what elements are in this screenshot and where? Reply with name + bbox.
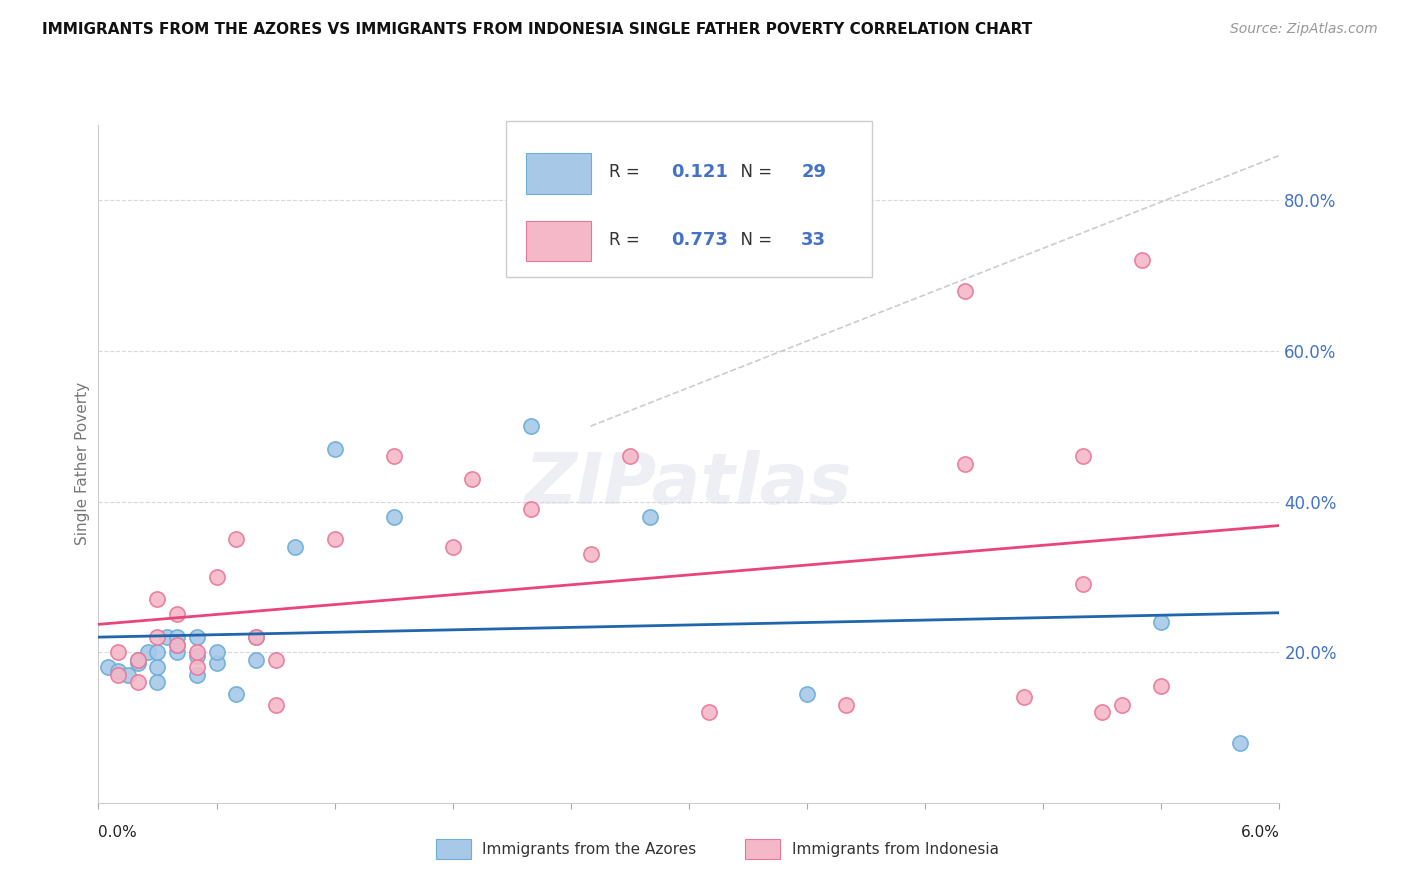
Point [697, 706, 720, 720]
Point [1111, 698, 1133, 712]
Point [382, 509, 405, 524]
Point [1071, 450, 1094, 464]
Point [1130, 253, 1153, 268]
Point [107, 664, 129, 678]
Text: 33: 33 [801, 231, 827, 249]
Point [953, 457, 976, 471]
Text: 0.121: 0.121 [671, 163, 728, 181]
Point [264, 653, 287, 667]
Point [225, 687, 247, 701]
Point [97, 660, 120, 674]
Point [1091, 706, 1114, 720]
Text: N =: N = [730, 163, 778, 181]
Point [284, 540, 307, 554]
Text: N =: N = [730, 231, 778, 249]
Point [1071, 577, 1094, 591]
Point [146, 630, 169, 644]
Text: 0.773: 0.773 [671, 231, 728, 249]
Text: IMMIGRANTS FROM THE AZORES VS IMMIGRANTS FROM INDONESIA SINGLE FATHER POVERTY CO: IMMIGRANTS FROM THE AZORES VS IMMIGRANTS… [42, 22, 1032, 37]
Point [127, 653, 149, 667]
Point [156, 630, 179, 644]
Point [225, 532, 247, 546]
Point [441, 540, 464, 554]
Point [520, 419, 543, 434]
Point [245, 653, 267, 667]
Point [323, 442, 346, 456]
Point [461, 472, 484, 486]
Point [205, 570, 228, 584]
Point [186, 667, 208, 681]
Text: 29: 29 [801, 163, 827, 181]
Point [796, 687, 818, 701]
Text: R =: R = [609, 163, 644, 181]
Point [166, 630, 188, 644]
Point [638, 509, 661, 524]
Point [245, 630, 267, 644]
Point [186, 648, 208, 663]
Y-axis label: Single Father Poverty: Single Father Poverty [75, 383, 90, 545]
Point [520, 502, 543, 516]
Point [1012, 690, 1035, 705]
Point [146, 592, 169, 607]
Point [166, 607, 188, 622]
Point [205, 645, 228, 659]
Bar [526, 153, 591, 194]
Text: Source: ZipAtlas.com: Source: ZipAtlas.com [1230, 22, 1378, 37]
Point [382, 450, 405, 464]
Point [245, 630, 267, 644]
Point [146, 645, 169, 659]
Text: 0.0%: 0.0% [98, 825, 138, 840]
Point [953, 284, 976, 298]
Point [1150, 679, 1173, 693]
Point [264, 698, 287, 712]
Point [146, 675, 169, 690]
Point [127, 675, 149, 690]
Point [323, 532, 346, 546]
Text: 6.0%: 6.0% [1240, 825, 1279, 840]
Point [186, 660, 208, 674]
Point [136, 645, 159, 659]
Point [186, 630, 208, 644]
Point [117, 667, 139, 681]
Point [1229, 735, 1251, 749]
Point [205, 657, 228, 671]
Text: ZIPatlas: ZIPatlas [526, 450, 852, 518]
Point [127, 657, 149, 671]
FancyBboxPatch shape [506, 121, 872, 277]
Point [1150, 615, 1173, 629]
Point [146, 660, 169, 674]
Point [186, 645, 208, 659]
Point [166, 638, 188, 652]
Point [166, 638, 188, 652]
Point [166, 645, 188, 659]
Point [619, 450, 641, 464]
Point [127, 653, 149, 667]
Bar [526, 221, 591, 261]
Text: R =: R = [609, 231, 644, 249]
Point [579, 547, 602, 561]
Text: Immigrants from Indonesia: Immigrants from Indonesia [792, 842, 998, 856]
Point [107, 645, 129, 659]
Text: Immigrants from the Azores: Immigrants from the Azores [482, 842, 696, 856]
Point [835, 698, 858, 712]
Point [107, 667, 129, 681]
